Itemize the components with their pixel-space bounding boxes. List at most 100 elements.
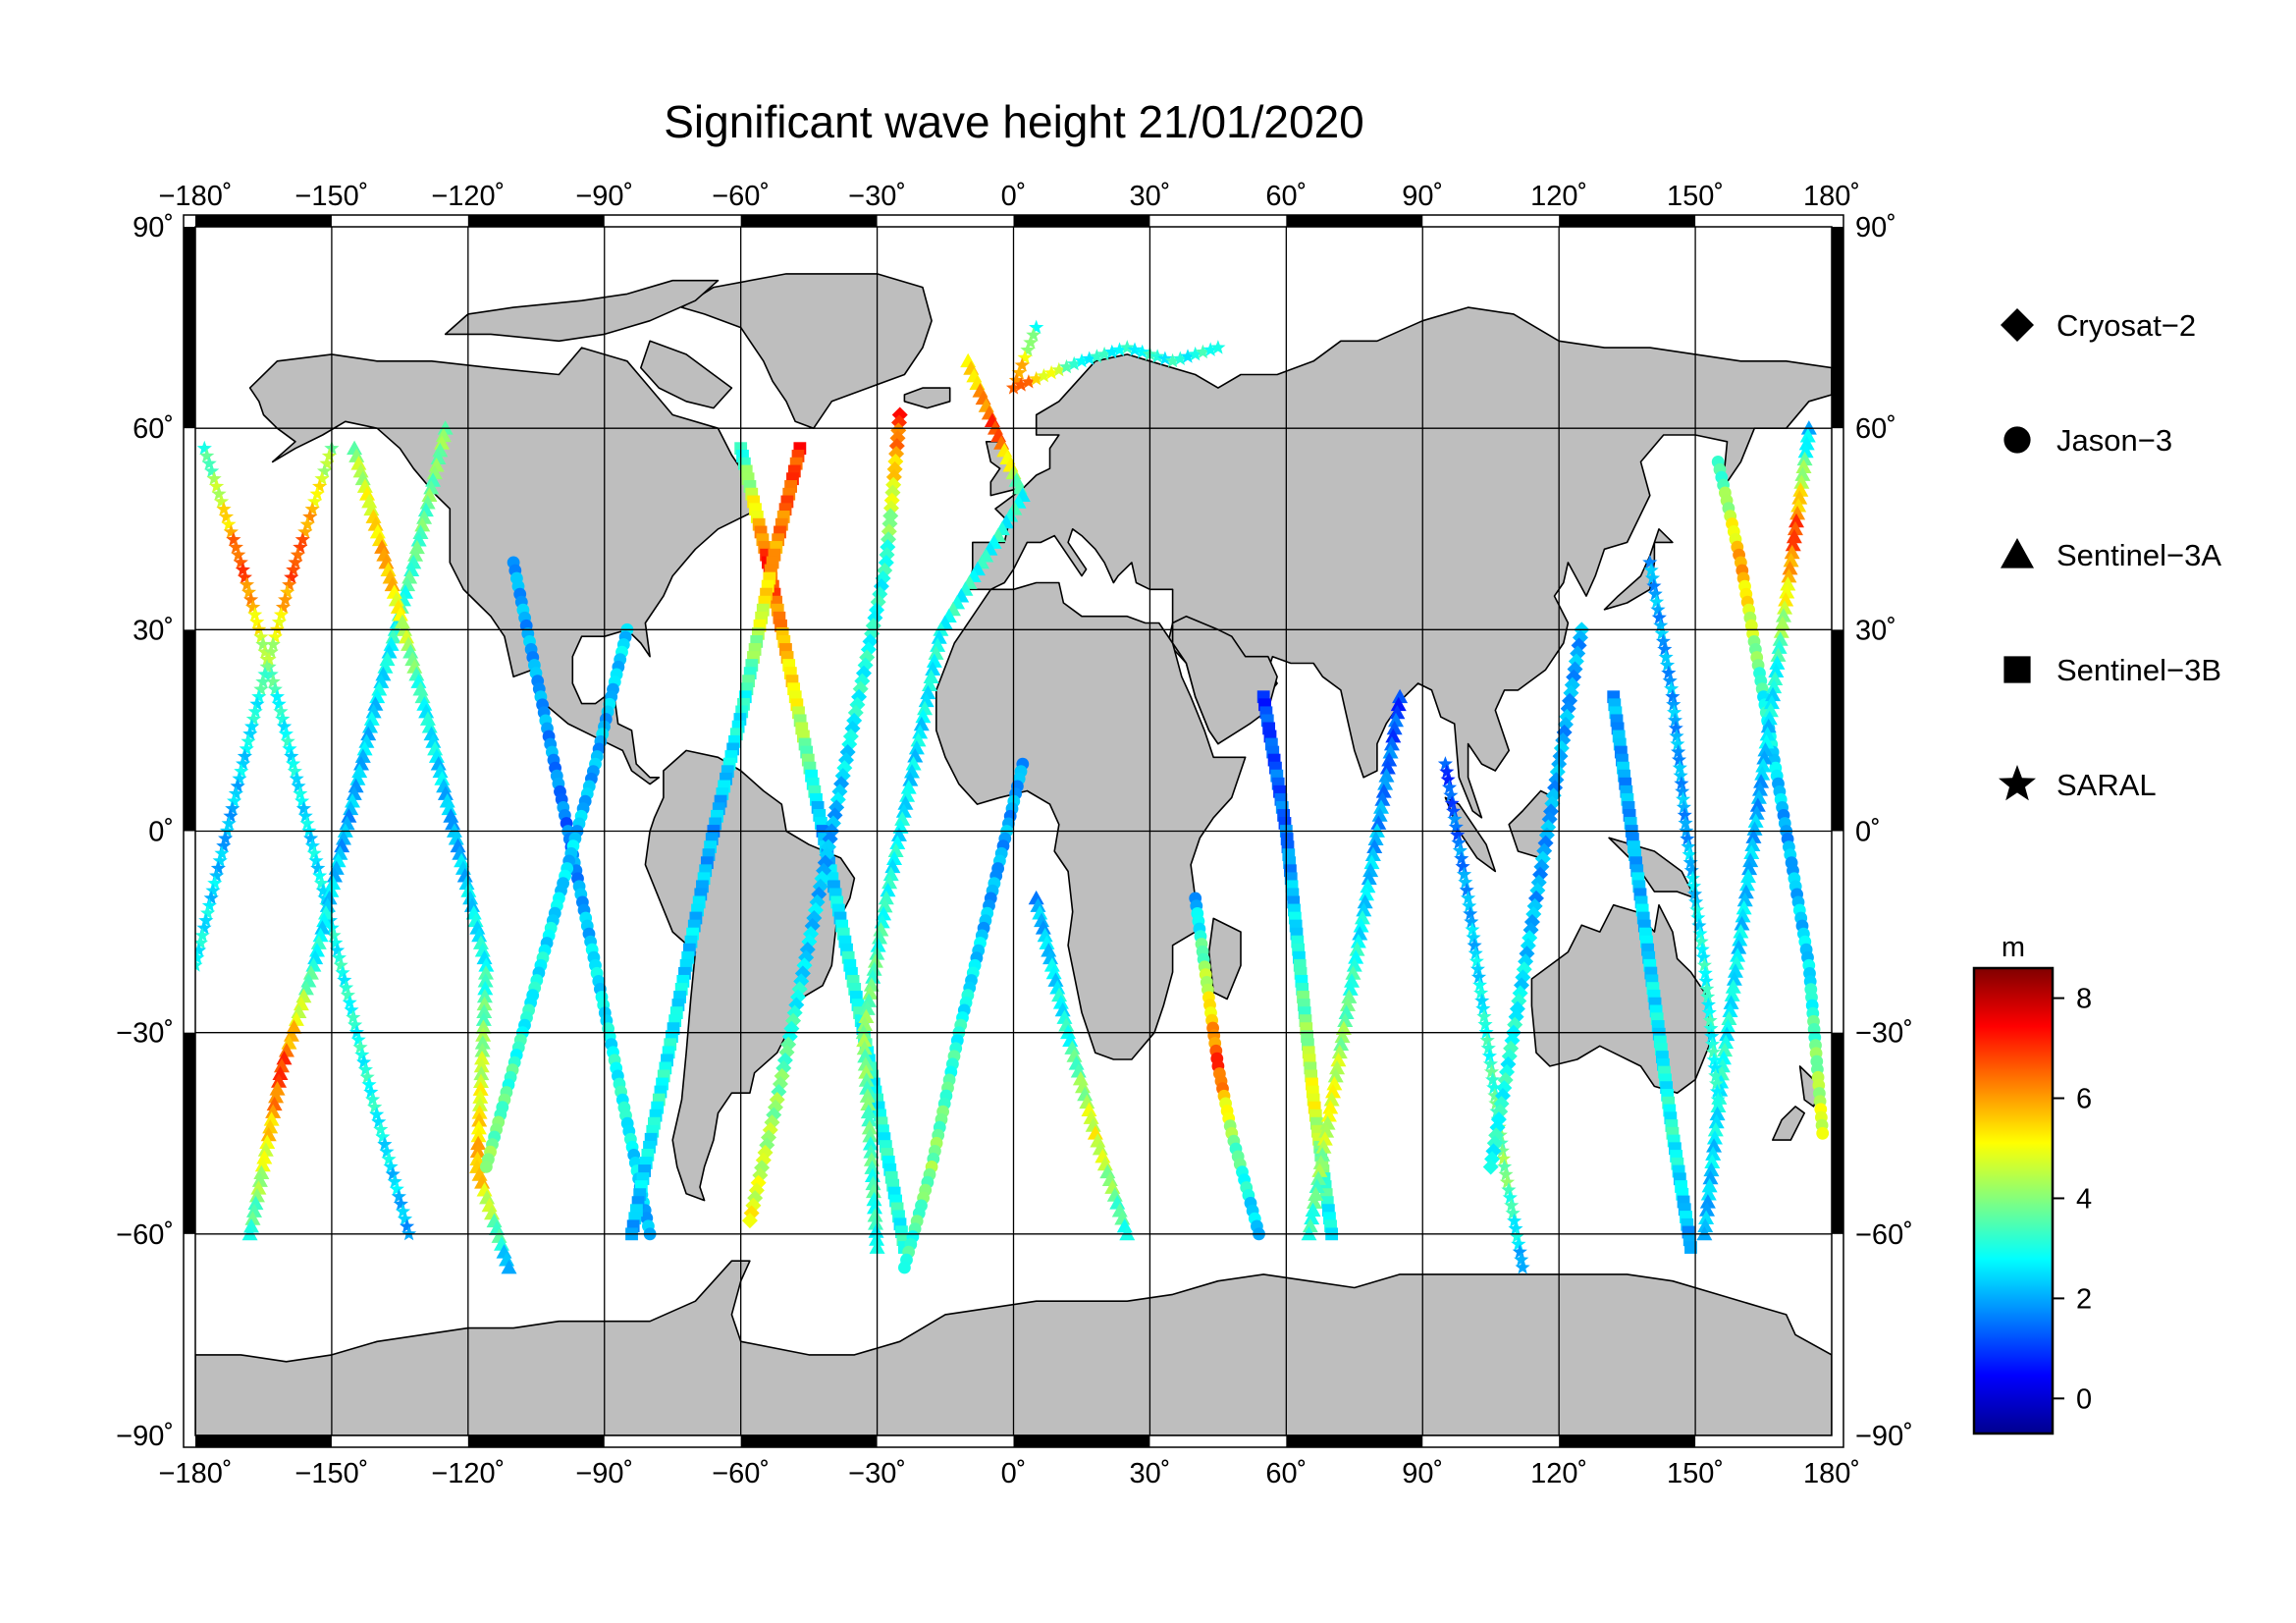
observation-point [863, 977, 880, 992]
observation-point [1784, 544, 1800, 560]
observation-point [414, 516, 431, 532]
observation-point [297, 523, 313, 539]
observation-point [239, 576, 255, 592]
legend-label: Sentinel−3A [2056, 538, 2221, 572]
observation-point [1374, 791, 1391, 806]
observation-point [1508, 1220, 1523, 1235]
observation-point [1486, 1080, 1502, 1095]
observation-point [1383, 735, 1400, 751]
observation-point [1504, 1197, 1520, 1213]
observation-point [247, 607, 263, 622]
observation-point [237, 748, 252, 763]
observation-point [1473, 985, 1489, 1000]
observation-point [385, 1166, 400, 1181]
observation-point [358, 733, 375, 748]
observation-point [859, 1001, 876, 1015]
observation-point [1448, 819, 1464, 834]
observation-point [1079, 1094, 1095, 1109]
observation-point [1767, 671, 1784, 686]
observation-point [1481, 1048, 1497, 1063]
observation-point [1469, 961, 1485, 976]
observation-point [235, 562, 250, 576]
observation-point [342, 995, 357, 1009]
y-tick-label-left: 0˚ [148, 817, 174, 848]
y-tick-label-right: 90˚ [1855, 212, 1896, 243]
observation-point [1790, 498, 1807, 513]
observation-point [393, 1196, 408, 1211]
legend-marker-diamond [2001, 308, 2034, 342]
map-frame [183, 214, 1844, 1448]
observation-point [1700, 1186, 1717, 1201]
observation-point [273, 607, 290, 622]
observation-point [251, 1172, 268, 1187]
observation-point [1742, 852, 1759, 868]
observation-point [198, 912, 214, 928]
observation-point [1708, 1113, 1725, 1129]
observation-point [1056, 1009, 1073, 1024]
observation-point [1731, 940, 1747, 954]
observation-point [913, 716, 930, 731]
observation-point [878, 890, 894, 905]
observation-point [1017, 350, 1033, 364]
observation-point [1043, 364, 1059, 380]
observation-point [343, 800, 359, 816]
observation-point [408, 666, 425, 681]
observation-point [1783, 552, 1799, 568]
observation-point [1310, 1170, 1327, 1185]
observation-point [1459, 882, 1474, 897]
observation-point [1318, 1123, 1335, 1138]
observation-point [925, 661, 941, 676]
observation-point [1798, 435, 1815, 451]
observation-point [1708, 1067, 1724, 1083]
observation-point [399, 628, 415, 644]
observation-point [458, 875, 475, 891]
observation-point [1750, 789, 1767, 804]
observation-point [437, 785, 454, 800]
observation-point [1011, 364, 1027, 380]
observation-point [356, 740, 373, 756]
observation-point [1458, 874, 1473, 890]
observation-point [1008, 372, 1024, 387]
observation-point [1066, 355, 1082, 371]
observation-point [1360, 878, 1376, 893]
observation-point [231, 547, 246, 562]
observation-point [212, 852, 228, 868]
observation-point [1774, 616, 1790, 630]
colorbar-tick-label: 4 [2076, 1183, 2092, 1215]
observation-point [472, 935, 489, 949]
observation-point [1341, 989, 1358, 1003]
observation-point [244, 719, 260, 733]
legend-label: SARAL [2056, 768, 2157, 802]
observation-point [1799, 428, 1816, 443]
observation-point [1715, 1050, 1732, 1065]
observation-point [1758, 733, 1775, 749]
observation-point [480, 1161, 493, 1173]
observation-point [1766, 678, 1783, 694]
x-tick-label-bottom: 120˚ [1530, 1458, 1587, 1489]
observation-point [299, 815, 315, 831]
observation-point [470, 1135, 487, 1151]
observation-point [263, 1111, 280, 1126]
observation-point [1023, 335, 1039, 350]
observation-point [1149, 349, 1165, 363]
observation-point [425, 472, 442, 487]
observation-point [1795, 459, 1812, 474]
observation-point [1331, 1044, 1348, 1059]
observation-point [317, 890, 333, 905]
observation-point [325, 875, 342, 891]
observation-point [1392, 688, 1409, 704]
colorbar-tick-label: 2 [2076, 1283, 2092, 1315]
observation-point [477, 980, 494, 996]
observation-point [859, 1080, 876, 1095]
observation-point [403, 562, 420, 576]
observation-point [859, 1088, 876, 1103]
observation-point [1675, 791, 1691, 806]
observation-point [321, 890, 338, 905]
observation-point [1026, 327, 1041, 342]
observation-point [365, 509, 382, 523]
observation-point [230, 778, 245, 793]
observation-point [1322, 1100, 1339, 1114]
legend-label: Sentinel−3B [2056, 653, 2221, 687]
observation-point [240, 584, 257, 599]
observation-point [1202, 342, 1218, 356]
